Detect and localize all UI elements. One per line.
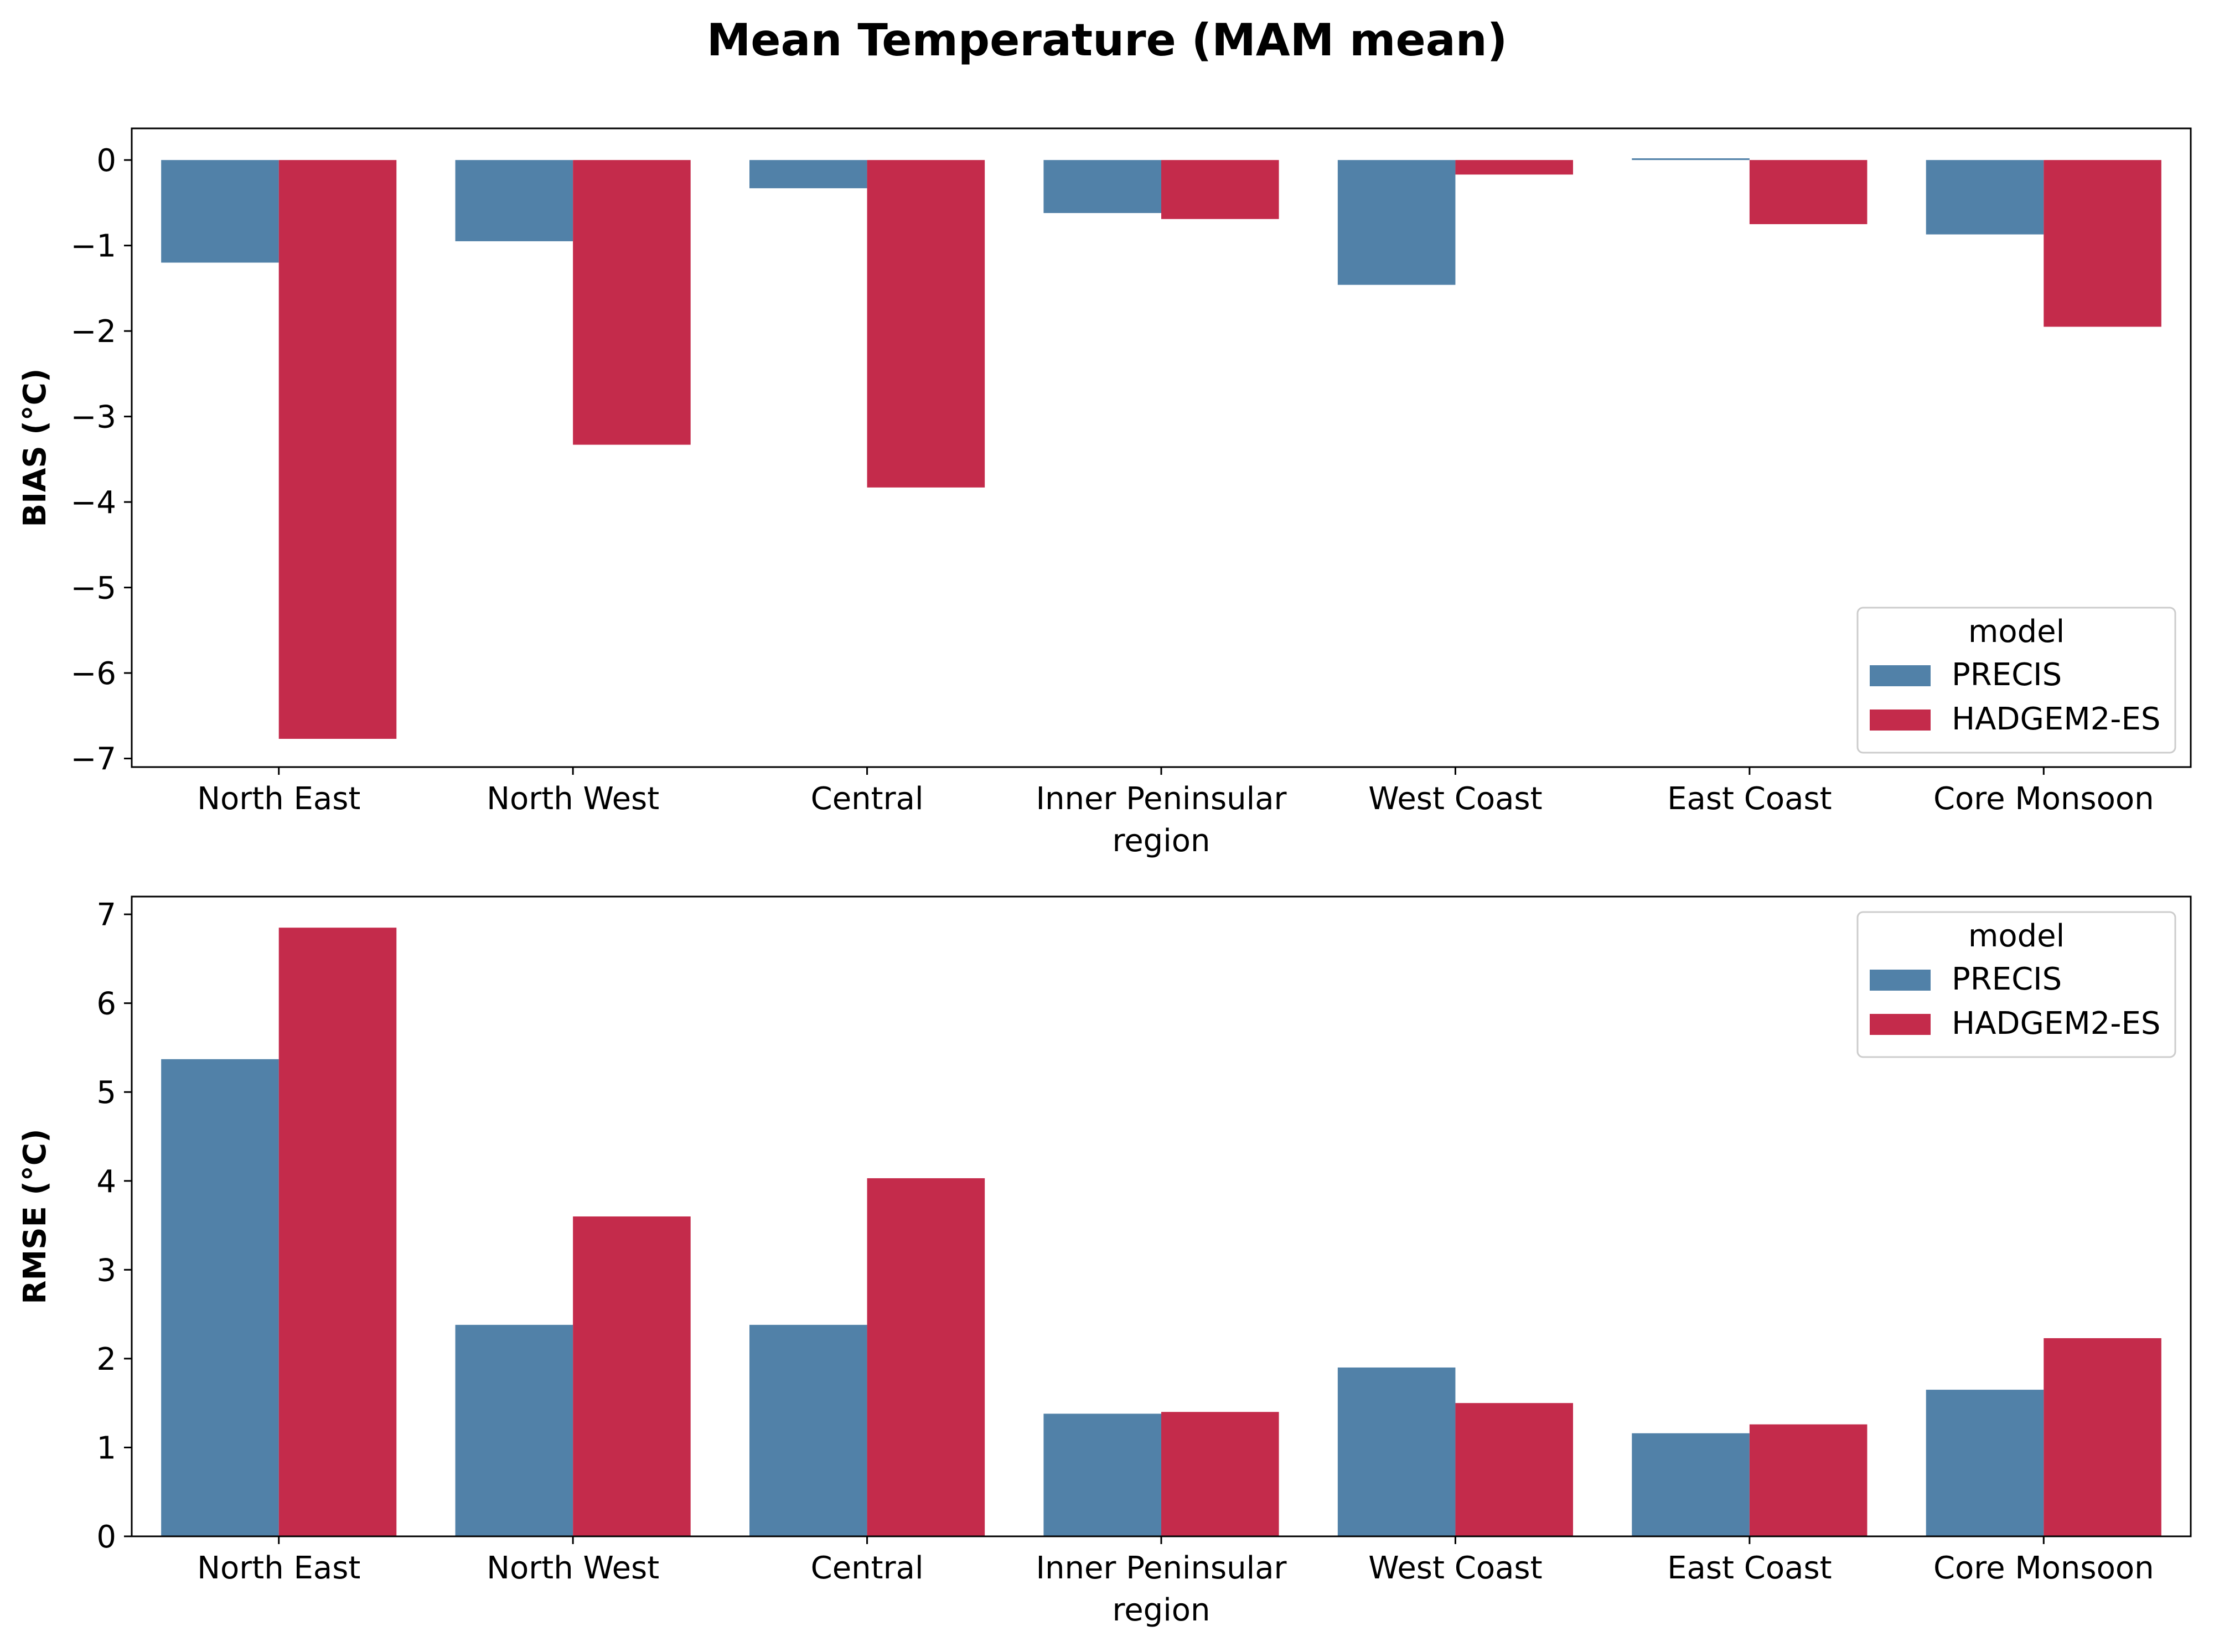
bias-xtick-label: North West (487, 781, 659, 817)
rmse-bar-hadgem2-es-central (867, 1178, 985, 1536)
bias-bar-precis-north-east (161, 160, 279, 263)
rmse-yaxis-label: RMSE (°C) (17, 1128, 53, 1304)
rmse-xtick-label: West Coast (1368, 1550, 1542, 1586)
rmse-bar-hadgem2-es-north-east (278, 928, 397, 1536)
rmse-bar-hadgem2-es-inner-peninsular (1161, 1412, 1279, 1536)
bias-bar-precis-central (749, 160, 867, 189)
bias-ytick-label: −3 (70, 400, 116, 436)
rmse-xtick-label: East Coast (1667, 1550, 1832, 1586)
bias-bar-hadgem2-es-inner-peninsular (1161, 160, 1279, 219)
rmse-bar-precis-north-west (455, 1324, 573, 1536)
bias-bar-precis-north-west (455, 160, 573, 241)
rmse-bar-hadgem2-es-west-coast (1455, 1403, 1573, 1536)
bias-bar-hadgem2-es-central (867, 160, 985, 488)
rmse-legend-box (1856, 911, 2176, 1058)
bias-ytick-label: 0 (96, 143, 116, 179)
figure-title: Mean Temperature (MAM mean) (707, 14, 1508, 66)
rmse-xtick-label: North West (487, 1550, 659, 1586)
bias-ytick-label: −2 (70, 314, 116, 350)
bias-legend-title: model (1968, 614, 2065, 650)
rmse-xtick-label: North East (197, 1550, 360, 1586)
rmse-chart-panel: North East North West Central Inner Peninsu… (17, 895, 2192, 1628)
rmse-legend-swatch-hadgem2-es (1870, 1014, 1931, 1035)
bias-ytick-label: −6 (70, 656, 116, 692)
bias-xtick-label: Inner Peninsular (1036, 781, 1287, 817)
rmse-ytick-label: 7 (96, 897, 116, 933)
bias-bar-precis-inner-peninsular (1043, 160, 1161, 213)
rmse-bar-precis-central (749, 1324, 867, 1536)
rmse-ytick-label: 3 (96, 1252, 116, 1288)
rmse-bar-hadgem2-es-core-monsoon (2044, 1338, 2161, 1536)
rmse-ytick-label: 0 (96, 1519, 116, 1555)
rmse-xtick-label: Core Monsoon (1933, 1550, 2154, 1586)
rmse-legend-swatch-precis (1870, 970, 1931, 991)
bias-bar-hadgem2-es-core-monsoon (2044, 160, 2161, 327)
bias-xtick-label: Central (811, 781, 924, 817)
rmse-ytick-label: 2 (96, 1342, 116, 1377)
bias-chart-panel: North East North West Central Inner Peninsu… (17, 127, 2192, 859)
bias-bar-precis-west-coast (1337, 160, 1456, 285)
rmse-legend-label-hadgem2-es: HADGEM2-ES (1952, 1006, 2160, 1042)
bias-ytick-label: −7 (70, 742, 116, 778)
rmse-ytick-label: 5 (96, 1075, 116, 1111)
bias-bar-precis-east-coast (1632, 158, 1750, 160)
bias-xtick-label: West Coast (1368, 781, 1542, 817)
bias-xtick-label: North East (197, 781, 360, 817)
rmse-xtick-label: Central (811, 1550, 924, 1586)
bias-legend-swatch-precis (1870, 665, 1931, 686)
bias-legend: model PRECIS HADGEM2-ES (1856, 607, 2176, 754)
bias-xaxis-label: region (1112, 823, 1210, 859)
rmse-ytick-label: 6 (96, 986, 116, 1022)
rmse-xaxis-label: region (1112, 1592, 1210, 1628)
rmse-bar-precis-core-monsoon (1926, 1390, 2044, 1536)
bias-legend-box (1856, 607, 2176, 754)
bias-legend-label-precis: PRECIS (1952, 657, 2062, 693)
rmse-bar-hadgem2-es-north-west (573, 1216, 691, 1536)
rmse-xtick-label: Inner Peninsular (1036, 1550, 1287, 1586)
bias-ytick-label: −4 (70, 485, 116, 521)
bias-ytick-label: −1 (70, 229, 116, 265)
rmse-bar-precis-inner-peninsular (1043, 1413, 1161, 1536)
bias-xtick-label: Core Monsoon (1933, 781, 2154, 817)
rmse-ytick-label: 4 (96, 1164, 116, 1200)
bias-xtick-label: East Coast (1667, 781, 1832, 817)
rmse-bar-precis-west-coast (1337, 1367, 1456, 1536)
bias-bar-precis-core-monsoon (1926, 160, 2044, 235)
rmse-bar-precis-east-coast (1632, 1433, 1750, 1536)
rmse-legend-label-precis: PRECIS (1952, 961, 2062, 997)
bias-bar-hadgem2-es-west-coast (1455, 160, 1573, 175)
bias-ytick-label: −5 (70, 571, 116, 607)
rmse-ytick-label: 1 (96, 1430, 116, 1466)
rmse-legend-title: model (1968, 918, 2065, 954)
bias-legend-label-hadgem2-es: HADGEM2-ES (1952, 701, 2160, 737)
rmse-bar-precis-north-east (161, 1059, 279, 1536)
rmse-bar-hadgem2-es-east-coast (1749, 1424, 1868, 1536)
bias-bar-hadgem2-es-east-coast (1749, 160, 1868, 225)
bias-yaxis-label: BIAS (°C) (17, 369, 53, 527)
rmse-legend: model PRECIS HADGEM2-ES (1856, 911, 2176, 1058)
bias-legend-swatch-hadgem2-es (1870, 710, 1931, 731)
bias-bar-hadgem2-es-north-west (573, 160, 691, 445)
bias-bar-hadgem2-es-north-east (278, 160, 397, 739)
